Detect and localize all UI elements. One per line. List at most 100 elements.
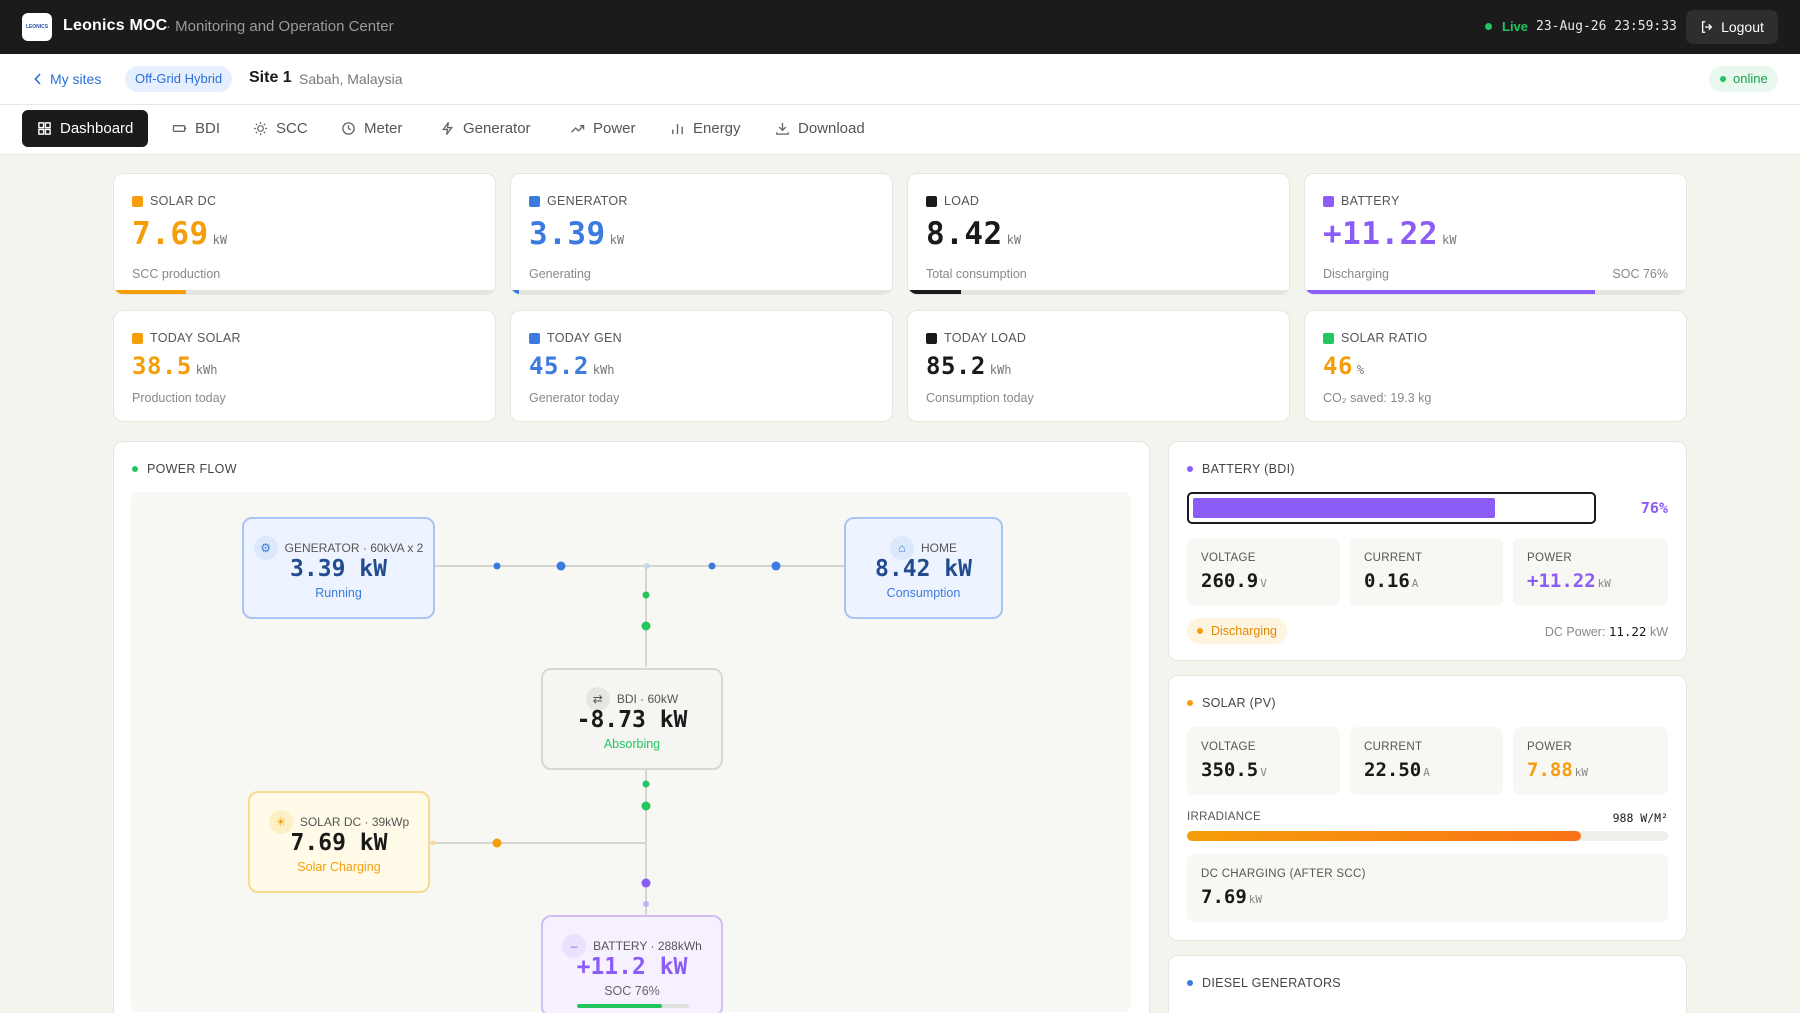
metric-label: POWER <box>1527 741 1572 753</box>
stat-description: Generator today <box>529 391 620 405</box>
generator-color-swatch <box>529 195 540 207</box>
download-icon <box>776 122 789 135</box>
logout-icon <box>1702 21 1713 33</box>
flow-dot <box>430 840 436 846</box>
battery-node[interactable]: – BATTERY · 288kWh +11.2 kW SOC 76% <box>541 915 723 1013</box>
flow-dot <box>708 562 716 570</box>
status-badge: online <box>1709 66 1778 92</box>
stat-card-today-load: TODAY LOAD 85.2 kWh Consumption today <box>907 310 1290 422</box>
panel-title: POWER FLOW <box>147 462 237 476</box>
stat-value: +11.22 kW <box>1323 216 1457 252</box>
tab-dashboard[interactable]: Dashboard <box>22 110 149 147</box>
back-to-sites-link[interactable]: My sites <box>34 71 101 87</box>
stat-card-today-solar: TODAY SOLAR 38.5 kWh Production today <box>113 310 496 422</box>
stat-value: 7.69 kW <box>132 216 228 252</box>
node-value: +11.2 kW <box>576 954 688 980</box>
bdi-node[interactable]: ⇄ BDI · 60kW -8.73 kW Absorbing <box>541 668 723 770</box>
battery-color-swatch <box>1323 195 1334 207</box>
node-value: -8.73 kW <box>576 707 688 733</box>
tab-label: Energy <box>693 120 741 137</box>
tab-scc[interactable]: SCC <box>238 110 323 147</box>
site-bar: My sites Off-Grid Hybrid Site 1 Sabah, M… <box>0 54 1800 105</box>
stat-label: TODAY GEN <box>547 331 622 345</box>
stat-label: GENERATOR <box>547 194 628 208</box>
tab-bdi[interactable]: BDI <box>157 110 235 147</box>
tab-meter[interactable]: Meter <box>326 110 417 147</box>
stat-value: 8.42 kW <box>926 216 1022 252</box>
stat-label: SOLAR RATIO <box>1341 331 1428 345</box>
stat-soc: SOC 76% <box>1612 267 1668 281</box>
tab-label: Dashboard <box>60 120 134 137</box>
tab-label: Download <box>798 120 865 137</box>
flow-dot <box>641 621 651 631</box>
home-node[interactable]: ⌂ HOME 8.42 kW Consumption <box>844 517 1003 619</box>
flow-dot <box>642 591 650 599</box>
node-title: GENERATOR · 60kVA x 2 <box>284 541 424 555</box>
solar-node[interactable]: ☀ SOLAR DC · 39kWp 7.69 kW Solar Charging <box>248 791 430 893</box>
bar-chart-icon <box>672 123 683 135</box>
node-status: Running <box>315 586 362 600</box>
stat-value: 85.2 kWh <box>926 352 1012 380</box>
soc-bar-fill <box>577 1004 663 1008</box>
battery-state-badge: Discharging <box>1187 618 1288 644</box>
load-color-swatch <box>926 332 937 344</box>
grid-icon <box>38 122 51 135</box>
node-status: SOC 76% <box>604 984 660 998</box>
site-type-tag: Off-Grid Hybrid <box>125 66 233 92</box>
logout-button[interactable]: Logout <box>1686 10 1778 44</box>
chevron-left-icon <box>34 73 41 85</box>
tab-power[interactable]: Power <box>555 110 651 147</box>
stat-card-battery: BATTERY +11.22 kW Discharging SOC 76% <box>1304 173 1687 295</box>
load-color-swatch <box>926 195 937 207</box>
soc-bar <box>577 1004 689 1008</box>
panel-dot-icon <box>132 466 138 472</box>
tab-generator[interactable]: Generator <box>425 110 546 147</box>
irradiance-bar <box>1187 831 1668 841</box>
battery-gauge-fill <box>1193 498 1495 518</box>
tab-label: Power <box>593 120 636 137</box>
battery-icon <box>172 125 187 132</box>
node-value: 8.42 kW <box>875 556 972 582</box>
stat-value: 46% <box>1323 352 1365 380</box>
flow-dot <box>556 561 566 571</box>
tab-label: SCC <box>276 120 308 137</box>
flow-dot <box>643 901 649 907</box>
solar-current-metric: CURRENT 22.50 A <box>1350 727 1503 795</box>
panel-dot-icon <box>1187 980 1193 986</box>
top-bar: LEONICS Leonics MOC · Monitoring and Ope… <box>0 0 1800 54</box>
stat-progress-bar <box>114 290 495 294</box>
metric-value: 7.69 kW <box>1201 886 1263 908</box>
flow-dot <box>493 562 501 570</box>
solar-pv-panel: SOLAR (PV) VOLTAGE 350.5 V CURRENT 22.50 A… <box>1168 675 1687 941</box>
stat-description: SCC production <box>132 267 221 281</box>
state-dot-icon <box>1197 628 1203 634</box>
stat-label: SOLAR DC <box>150 194 217 208</box>
metric-value: 0.16 A <box>1364 570 1419 592</box>
tab-label: Generator <box>463 120 531 137</box>
node-status: Solar Charging <box>297 860 381 874</box>
gear-icon: ⚙ <box>253 536 278 560</box>
flow-dot <box>492 838 502 848</box>
clock-icon <box>342 122 355 135</box>
stat-description: Generating <box>529 267 591 281</box>
stat-description: Production today <box>132 391 226 405</box>
home-icon: ⌂ <box>890 536 914 560</box>
battery-gauge <box>1187 492 1596 524</box>
tab-energy[interactable]: Energy <box>655 110 756 147</box>
site-location: Sabah, Malaysia <box>299 71 403 87</box>
stat-progress-bar <box>1305 290 1686 294</box>
app-title: Leonics MOC <box>63 17 168 34</box>
metric-value: 7.88 kW <box>1527 759 1589 781</box>
ratio-color-swatch <box>1323 332 1334 344</box>
stat-description: CO₂ saved: 19.3 kg <box>1323 391 1432 405</box>
generator-node[interactable]: ⚙ GENERATOR · 60kVA x 2 3.39 kW Running <box>242 517 435 619</box>
power-flow-diagram: ⚙ GENERATOR · 60kVA x 2 3.39 kW Running ⌂… <box>131 492 1131 1013</box>
logo-text: LEONICS <box>25 24 49 30</box>
stat-value: 38.5 kWh <box>132 352 218 380</box>
solar-voltage-metric: VOLTAGE 350.5 V <box>1187 727 1340 795</box>
leonics-logo[interactable]: LEONICS <box>22 13 52 41</box>
tab-download[interactable]: Download <box>760 110 880 147</box>
battery-bdi-panel: BATTERY (BDI) 76% VOLTAGE 260.9 V CURRENT… <box>1168 441 1687 661</box>
stat-card-today-gen: TODAY GEN 45.2 kWh Generator today <box>510 310 893 422</box>
irradiance-label: IRRADIANCE <box>1187 811 1261 823</box>
